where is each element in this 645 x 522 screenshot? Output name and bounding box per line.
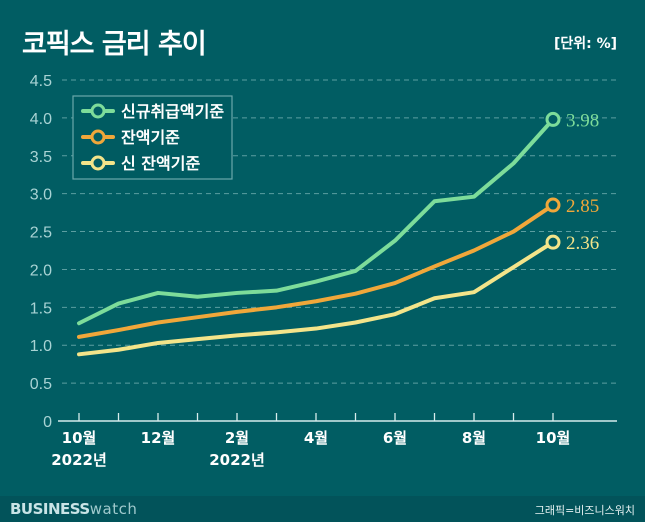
x-axis: 10월 2022년 12월 2월 2022년 4월 6월 8월 10월	[51, 413, 617, 469]
end-value-label: 3.98	[566, 110, 599, 131]
x-tick-sublabel: 2022년	[209, 451, 265, 469]
legend-marker-icon	[90, 129, 106, 145]
end-value-label: 2.36	[566, 233, 599, 254]
x-tick-label: 4월	[304, 429, 328, 447]
x-tick-label: 10월	[536, 429, 571, 447]
brand-light: watch	[89, 500, 138, 518]
x-tick-label: 8월	[462, 429, 486, 447]
x-tick-label: 12월	[141, 429, 176, 447]
end-value-label: 2.85	[566, 196, 599, 217]
legend-marker-icon	[90, 155, 106, 171]
y-tick-label: 3.5	[30, 149, 52, 166]
y-tick-label: 1.5	[30, 300, 52, 317]
unit-label: [단위: %]	[553, 36, 617, 52]
y-tick-label: 4.0	[30, 111, 52, 128]
series-lines: 3.98 2.85 2.36	[77, 110, 599, 357]
y-tick-label: 0	[43, 414, 52, 431]
y-tick-label: 4.5	[30, 73, 52, 90]
x-tick-label: 10월	[62, 429, 97, 447]
y-axis-ticks: 0 0.5 1.0 1.5 2.0 2.5 3.0 3.5 4.0 4.5	[30, 73, 52, 431]
x-tick-label: 2월	[225, 429, 249, 447]
legend-label: 신규취급액기준	[121, 102, 224, 121]
legend-marker-icon	[90, 103, 106, 119]
x-tick-sublabel: 2022년	[51, 451, 107, 469]
y-tick-label: 3.0	[30, 187, 52, 204]
y-tick-label: 2.0	[30, 262, 52, 279]
y-tick-label: 0.5	[30, 376, 52, 393]
brand-logo: BUSINESSwatch	[10, 500, 137, 518]
footer: BUSINESSwatch 그래픽=비즈니스워치	[0, 496, 645, 522]
series-line-yellow	[77, 240, 555, 357]
graphic-credit: 그래픽=비즈니스워치	[534, 504, 635, 517]
x-tick-label: 6월	[383, 429, 407, 447]
legend-label: 잔액기준	[121, 128, 180, 147]
brand-bold: BUSINESS	[10, 500, 90, 518]
line-chart: 0 0.5 1.0 1.5 2.0 2.5 3.0 3.5 4.0 4.5 10월 2022년 12월…	[30, 73, 617, 469]
series-line-orange	[77, 203, 555, 339]
legend-label: 신 잔액기준	[121, 154, 200, 173]
y-tick-label: 2.5	[30, 225, 52, 242]
y-tick-label: 1.0	[30, 338, 52, 355]
end-marker	[545, 234, 561, 250]
end-marker	[545, 197, 561, 213]
end-marker	[545, 111, 561, 127]
chart-title: 코픽스 금리 추이	[22, 29, 207, 60]
